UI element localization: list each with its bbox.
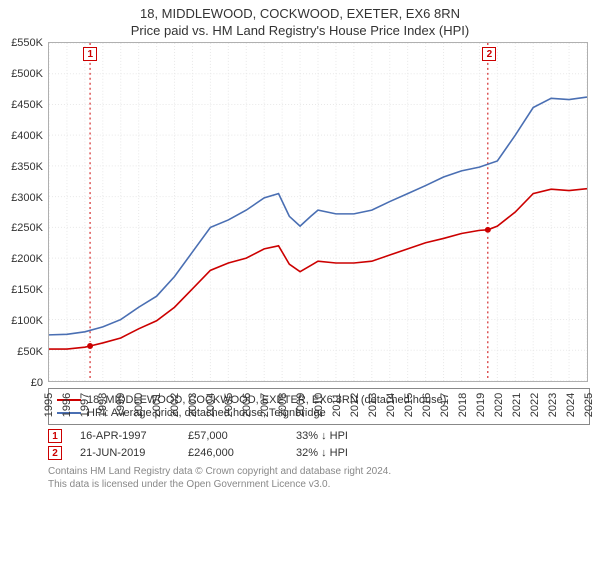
y-tick-label: £200K [11, 253, 43, 265]
x-tick-label: 2002 [169, 393, 181, 417]
sale-row-2: 2 21-JUN-2019 £246,000 32% ↓ HPI [48, 446, 590, 460]
footer: Contains HM Land Registry data © Crown c… [48, 466, 590, 491]
x-tick-label: 2013 [367, 393, 379, 417]
sale-marker-1-icon: 1 [48, 429, 62, 443]
sale-marker-1-plot-icon: 1 [83, 47, 97, 61]
x-tick-label: 2021 [511, 393, 523, 417]
x-tick-label: 2008 [277, 393, 289, 417]
sale-marker-2-icon: 2 [48, 446, 62, 460]
y-tick-label: £100K [11, 315, 43, 327]
sale-1-delta: 33% ↓ HPI [296, 430, 386, 442]
x-tick-label: 1999 [115, 393, 127, 417]
x-tick-label: 1996 [61, 393, 73, 417]
x-tick-label: 2000 [133, 393, 145, 417]
y-tick-label: £350K [11, 161, 43, 173]
y-tick-label: £300K [11, 192, 43, 204]
footer-line2: This data is licensed under the Open Gov… [48, 479, 590, 492]
x-tick-label: 1995 [43, 393, 55, 417]
y-tick-label: £500K [11, 68, 43, 80]
x-tick-label: 1998 [97, 393, 109, 417]
x-tick-label: 2011 [331, 393, 343, 417]
price-chart: 18, MIDDLEWOOD, COCKWOOD, EXETER, EX6 8R… [0, 6, 600, 566]
y-tick-label: £0 [31, 377, 43, 389]
x-tick-label: 2015 [403, 393, 415, 417]
y-tick-label: £450K [11, 99, 43, 111]
sale-2-delta: 32% ↓ HPI [296, 447, 386, 459]
x-tick-label: 2024 [565, 393, 577, 417]
sale-1-date: 16-APR-1997 [80, 430, 170, 442]
x-tick-label: 2005 [223, 393, 235, 417]
x-tick-label: 2018 [457, 393, 469, 417]
x-tick-label: 2004 [205, 393, 217, 417]
sale-marker-2-plot-icon: 2 [482, 47, 496, 61]
sale-1-price: £57,000 [188, 430, 278, 442]
x-tick-label: 2025 [583, 393, 595, 417]
x-tick-label: 2023 [547, 393, 559, 417]
plot-svg [49, 43, 587, 381]
x-tick-label: 2006 [241, 393, 253, 417]
x-tick-label: 2003 [187, 393, 199, 417]
plot-area: £0£50K£100K£150K£200K£250K£300K£350K£400… [48, 42, 588, 382]
x-tick-label: 2009 [295, 393, 307, 417]
sale-2-price: £246,000 [188, 447, 278, 459]
y-tick-label: £50K [17, 346, 43, 358]
sale-rows: 1 16-APR-1997 £57,000 33% ↓ HPI 2 21-JUN… [48, 429, 590, 460]
y-tick-label: £250K [11, 222, 43, 234]
chart-title-line2: Price paid vs. HM Land Registry's House … [0, 23, 600, 38]
y-tick-label: £150K [11, 284, 43, 296]
sale-2-date: 21-JUN-2019 [80, 447, 170, 459]
x-tick-label: 2020 [493, 393, 505, 417]
x-tick-label: 2001 [151, 393, 163, 417]
x-tick-label: 2019 [475, 393, 487, 417]
y-tick-label: £400K [11, 130, 43, 142]
sale-row-1: 1 16-APR-1997 £57,000 33% ↓ HPI [48, 429, 590, 443]
x-tick-label: 2022 [529, 393, 541, 417]
x-tick-label: 2007 [259, 393, 271, 417]
x-tick-label: 2016 [421, 393, 433, 417]
x-tick-label: 1997 [79, 393, 91, 417]
footer-line1: Contains HM Land Registry data © Crown c… [48, 466, 590, 479]
x-tick-label: 2017 [439, 393, 451, 417]
x-tick-label: 2010 [313, 393, 325, 417]
chart-title-line1: 18, MIDDLEWOOD, COCKWOOD, EXETER, EX6 8R… [0, 6, 600, 21]
x-tick-label: 2012 [349, 393, 361, 417]
y-tick-label: £550K [11, 37, 43, 49]
x-tick-label: 2014 [385, 393, 397, 417]
